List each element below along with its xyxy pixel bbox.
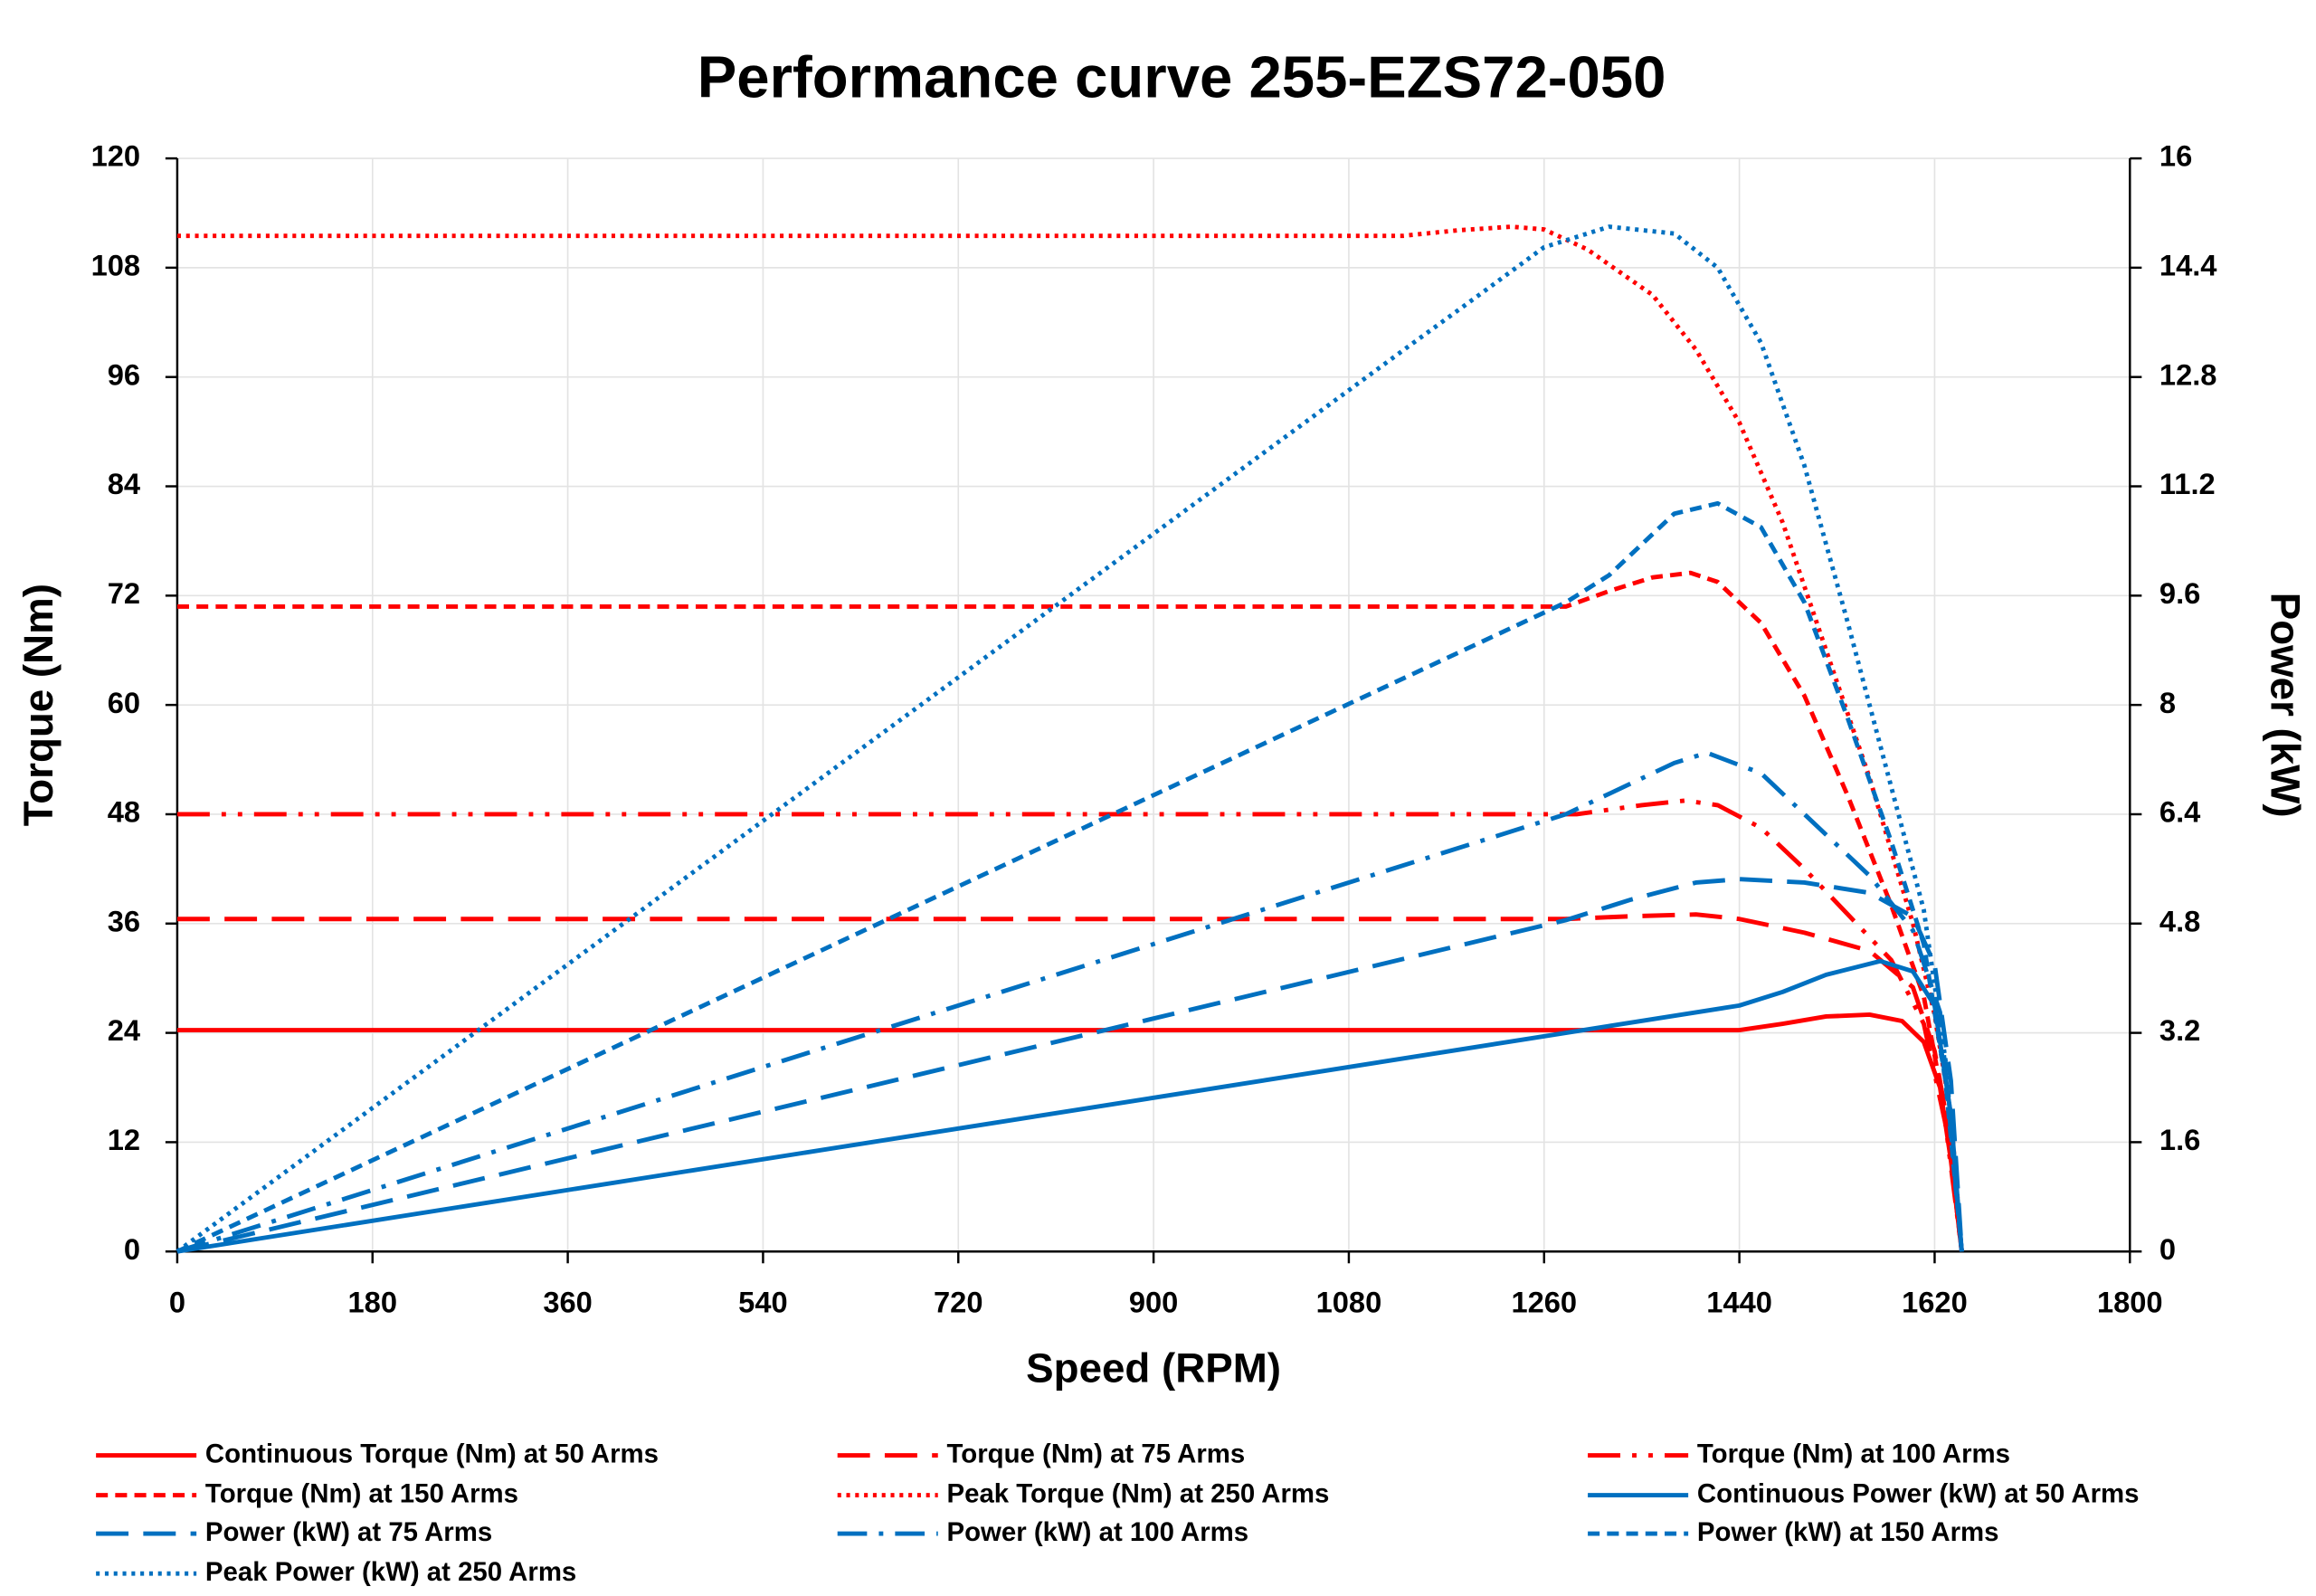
series-line: [176, 570, 1964, 1252]
legend-label: Peak Torque (Nm) at 250 Arms: [947, 1478, 1330, 1508]
series-line: [176, 877, 1964, 1254]
y2-tick-label: 8: [2159, 686, 2176, 719]
y-axis-title: Torque (Nm): [15, 584, 62, 826]
y-tick-label: 48: [108, 795, 140, 829]
y-tick-label: 120: [91, 139, 140, 173]
y-tick-label: 108: [91, 249, 140, 282]
legend-label: Torque (Nm) at 75 Arms: [947, 1439, 1246, 1468]
y2-tick-label: 14.4: [2159, 249, 2217, 282]
legend-label: Continuous Torque (Nm) at 50 Arms: [205, 1439, 659, 1468]
y-tick-label: 60: [108, 686, 140, 719]
x-axis-title: Speed (RPM): [1026, 1345, 1281, 1392]
y-tick-label: 96: [108, 357, 140, 391]
legend-label: Power (kW) at 100 Arms: [947, 1517, 1249, 1547]
y-tick-label: 0: [124, 1232, 140, 1266]
y-tick-label: 84: [108, 467, 140, 500]
y2-tick-label: 4.8: [2159, 904, 2200, 937]
y2-tick-label: 12.8: [2159, 357, 2217, 391]
legend-label: Peak Power (kW) at 250 Arms: [205, 1557, 576, 1587]
series-line: [176, 912, 1964, 1252]
x-tick-label: 1440: [1706, 1286, 1772, 1319]
legend-label: Continuous Power (kW) at 50 Arms: [1697, 1478, 2140, 1508]
legend-label: Torque (Nm) at 100 Arms: [1697, 1439, 2010, 1468]
legend-label: Power (kW) at 150 Arms: [1697, 1517, 1999, 1547]
y2-tick-label: 16: [2159, 139, 2192, 173]
x-tick-label: 720: [934, 1286, 982, 1319]
y2-tick-label: 9.6: [2159, 576, 2200, 610]
y-tick-label: 24: [108, 1013, 140, 1047]
x-tick-label: 180: [348, 1286, 397, 1319]
y2-tick-label: 11.2: [2159, 467, 2216, 500]
legend-label: Power (kW) at 75 Arms: [205, 1517, 492, 1547]
series-line: [176, 798, 1964, 1252]
series-line: [176, 224, 1964, 1254]
y2-tick-label: 1.6: [2159, 1123, 2200, 1156]
chart-title: Performance curve 255-EZS72-050: [698, 43, 1666, 109]
x-tick-label: 1260: [1511, 1286, 1577, 1319]
y2-tick-label: 0: [2159, 1232, 2176, 1266]
series-line: [176, 224, 1964, 1252]
x-tick-label: 0: [169, 1286, 185, 1319]
series-line: [176, 958, 1964, 1254]
x-tick-label: 360: [543, 1286, 592, 1319]
x-tick-label: 900: [1129, 1286, 1178, 1319]
legend-label: Torque (Nm) at 150 Arms: [205, 1478, 518, 1508]
y2-tick-label: 6.4: [2159, 795, 2200, 829]
x-tick-label: 1620: [1902, 1286, 1968, 1319]
x-tick-label: 1800: [2097, 1286, 2163, 1319]
x-tick-label: 540: [738, 1286, 787, 1319]
y2-axis-title: Power (kW): [2262, 593, 2308, 818]
series-line: [176, 500, 1964, 1254]
x-tick-label: 1080: [1316, 1286, 1382, 1319]
y-tick-label: 72: [108, 576, 140, 610]
y-tick-label: 36: [108, 904, 140, 937]
series-line: [176, 1012, 1964, 1252]
series-line: [176, 750, 1964, 1254]
y-tick-label: 12: [108, 1123, 140, 1156]
y2-tick-label: 3.2: [2159, 1013, 2200, 1047]
